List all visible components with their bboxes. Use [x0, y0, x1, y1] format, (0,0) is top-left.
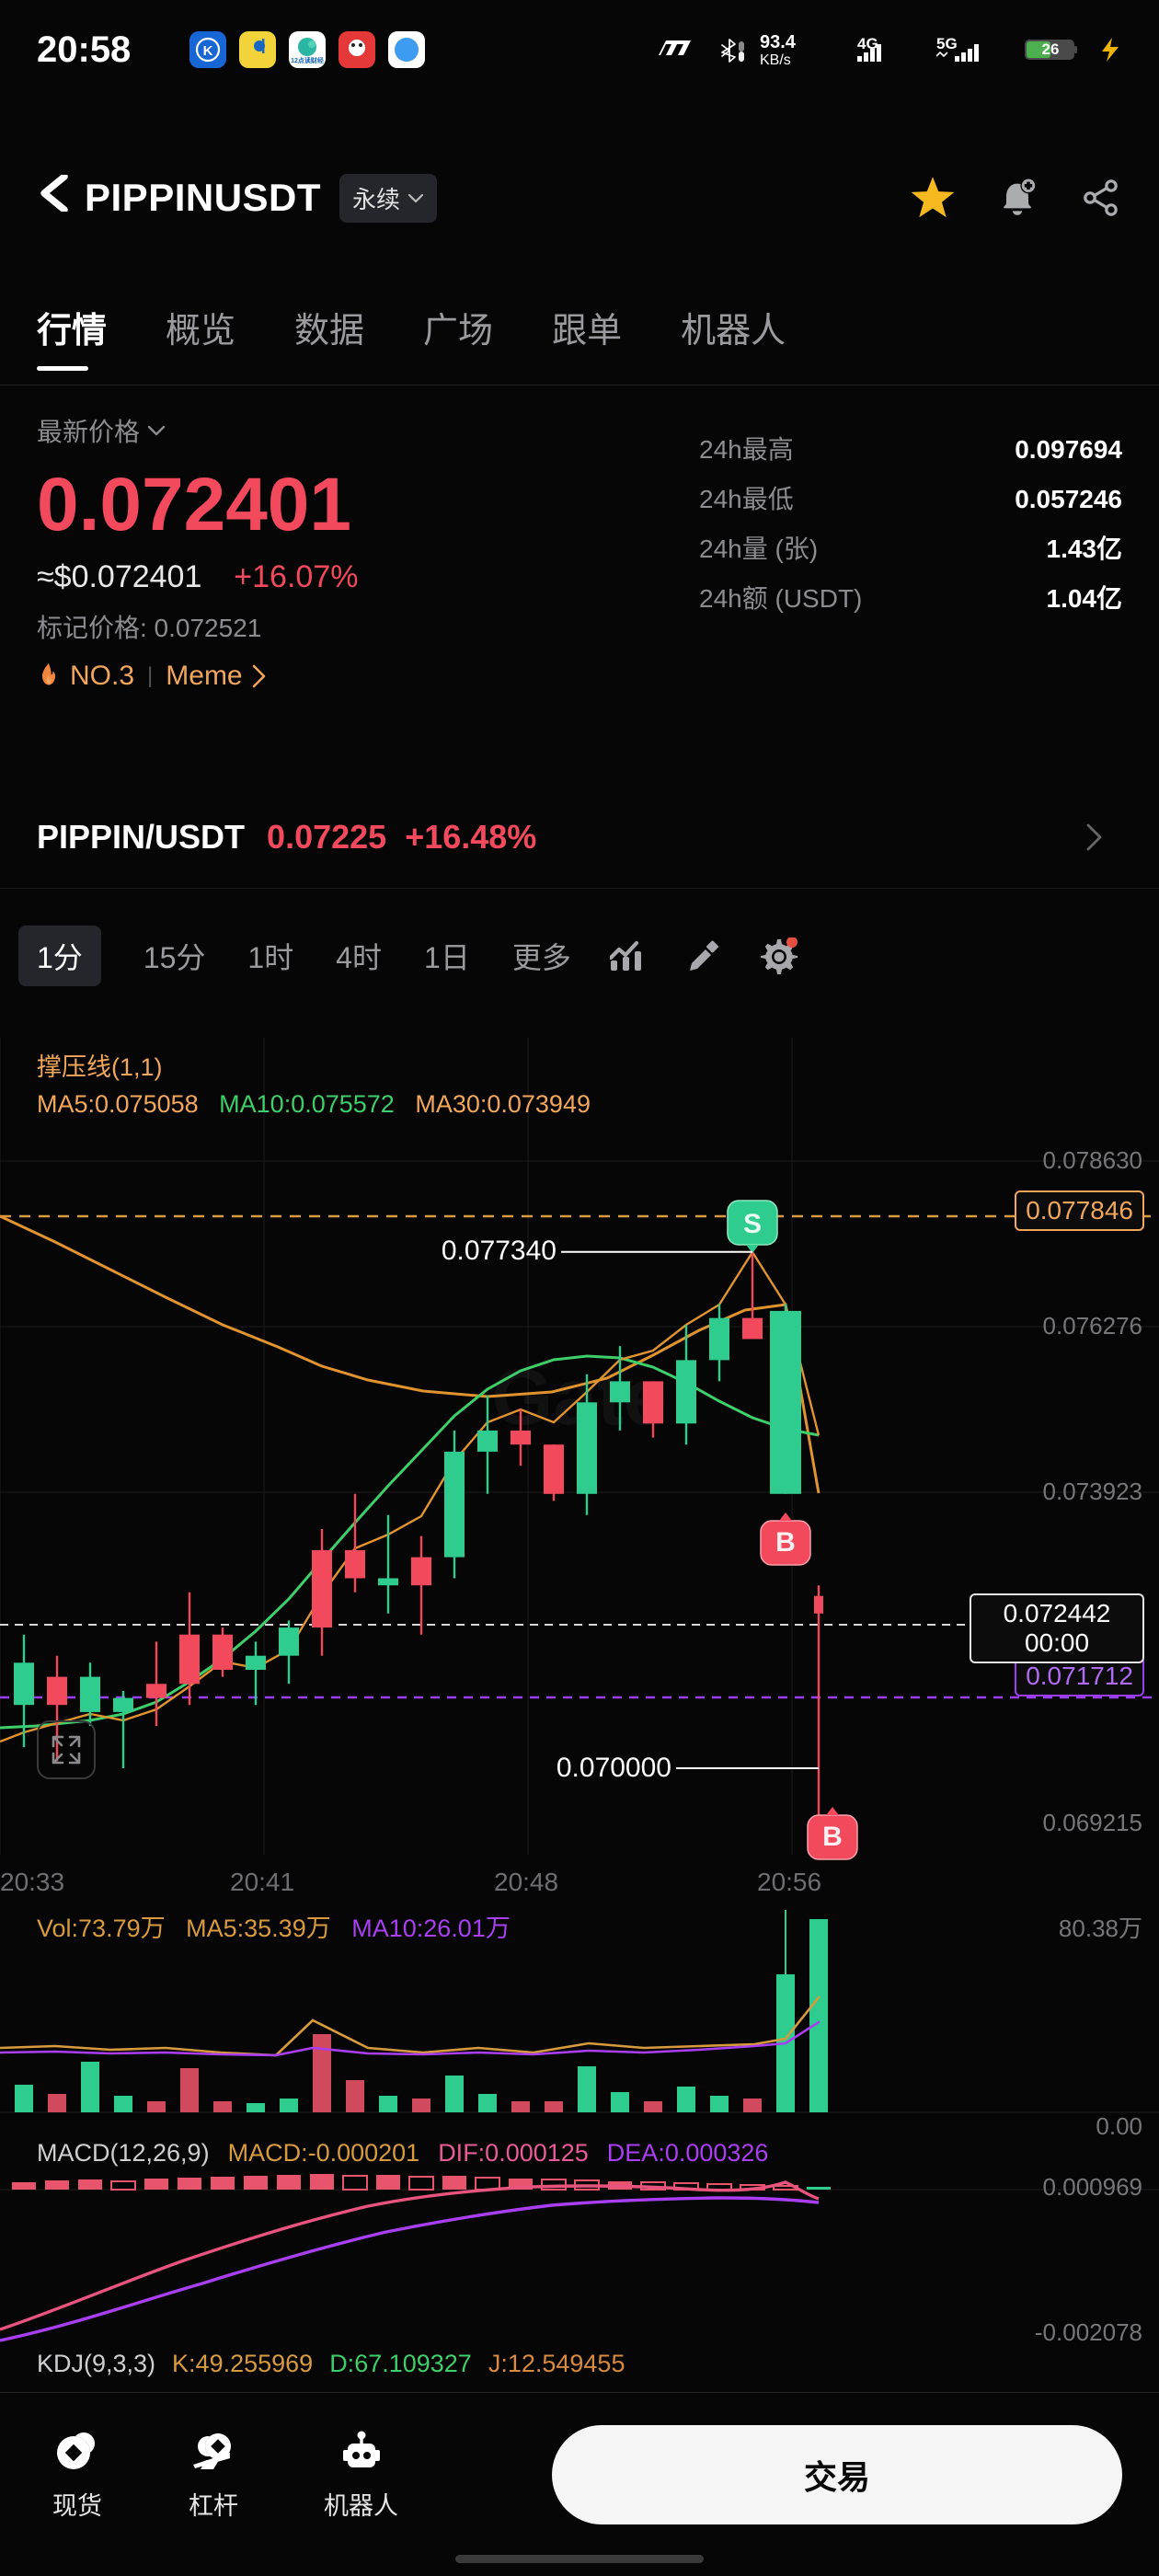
svg-text:5G: 5G — [936, 36, 958, 52]
svg-text:4G: 4G — [857, 36, 878, 52]
svg-text:12点读财经: 12点读财经 — [291, 56, 324, 64]
svg-text:93.4: 93.4 — [760, 32, 797, 52]
svg-text:K: K — [203, 43, 213, 59]
svg-text:KB/s: KB/s — [760, 52, 791, 68]
svg-text:26: 26 — [1042, 40, 1060, 58]
